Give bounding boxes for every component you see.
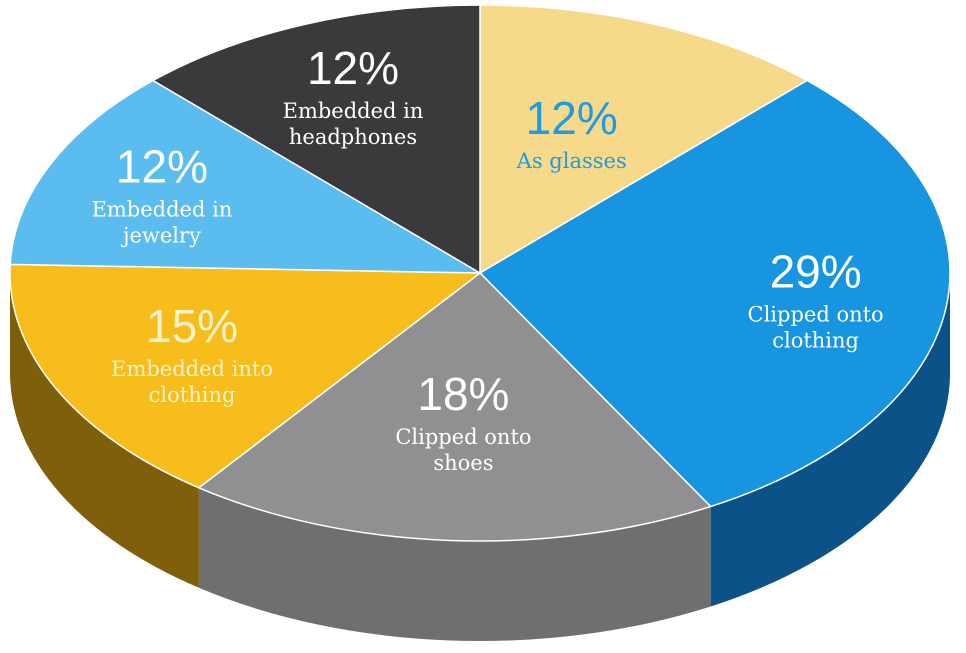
slice-embedded-in-headphones	[151, 4, 481, 275]
percent-label: 12%	[307, 42, 399, 94]
slice-label-line: Embedded in	[283, 99, 424, 123]
slice-as-glasses	[479, 4, 809, 275]
slice-clipped-onto-clothing	[478, 79, 951, 508]
slice-label-line: Clipped onto	[748, 303, 884, 327]
slice-label-line: headphones	[289, 125, 417, 149]
slice-embedded-in-jewelry	[9, 79, 483, 274]
side-embedded-into-clothing	[10, 273, 199, 588]
percent-label: 12%	[116, 141, 208, 193]
percent-label: 29%	[770, 246, 862, 298]
side-clipped-onto-shoes	[198, 487, 711, 641]
slice-label-line: As glasses	[516, 149, 627, 173]
slice-label-line: clothing	[149, 383, 236, 407]
percent-label: 15%	[146, 300, 238, 352]
slice-label-line: Clipped onto	[395, 425, 531, 449]
pie-slices	[9, 4, 951, 542]
slice-label-line: shoes	[433, 451, 493, 475]
slice-label-line: Embedded into	[111, 357, 273, 381]
slice-label-line: jewelry	[120, 224, 201, 248]
label-as-glasses: 12% As glasses	[516, 92, 627, 173]
slice-label-line: Embedded in	[92, 198, 233, 222]
slice-embedded-into-clothing	[9, 263, 483, 489]
pie-sides	[10, 273, 950, 641]
slice-label-line: clothing	[772, 329, 859, 353]
percent-label: 18%	[417, 368, 509, 420]
side-clipped-onto-clothing	[710, 273, 950, 607]
slice-clipped-onto-shoes	[197, 272, 713, 542]
percent-label: 12%	[526, 92, 618, 144]
